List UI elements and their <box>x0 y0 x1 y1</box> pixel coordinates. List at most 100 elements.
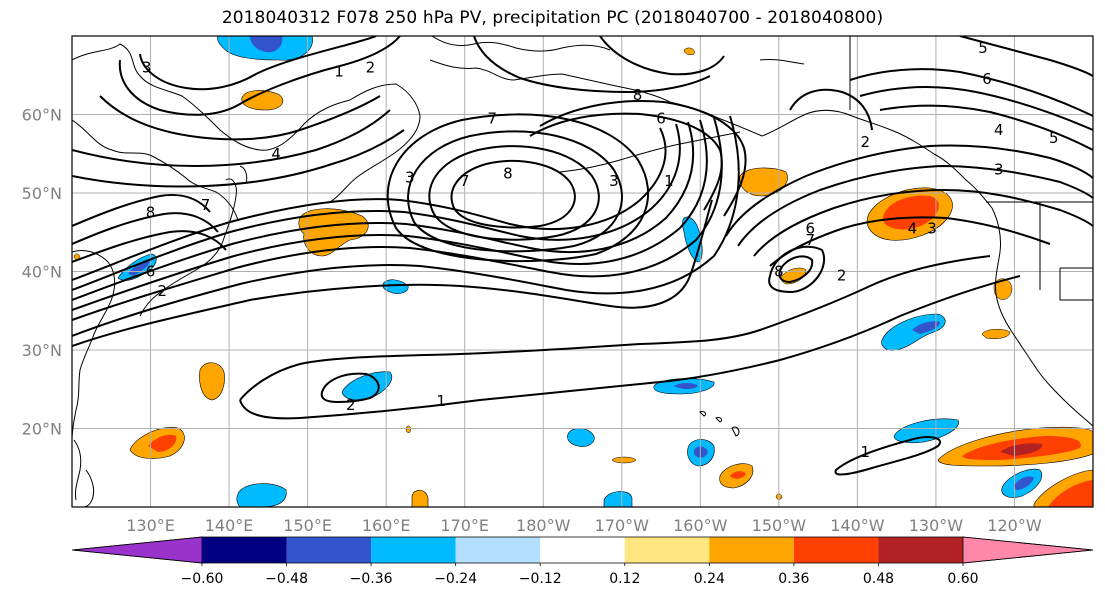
colorbar-segment <box>286 537 372 563</box>
pv-contour <box>72 109 391 168</box>
pv-contour <box>849 68 1093 117</box>
pos-precip-blob-core <box>730 471 746 479</box>
colorbar-tick-label: 0.48 <box>863 571 894 587</box>
pv-contour <box>428 145 600 241</box>
pv-contour-label: 8 <box>503 164 513 182</box>
pos-precip-blob-max <box>1000 443 1043 456</box>
lon-tick-label: 130°E <box>126 516 175 535</box>
pv-contour <box>407 130 623 253</box>
neg-precip-blob <box>341 371 392 401</box>
pv-contour-label: 3 <box>142 58 152 76</box>
pv-contour-label: 4 <box>994 121 1004 139</box>
pv-contour <box>737 164 1093 247</box>
pos-precip-blob <box>199 362 225 401</box>
coastline <box>431 36 611 52</box>
coastline <box>83 469 95 507</box>
pv-contour <box>859 86 1093 131</box>
colorbar-tick-label: −0.12 <box>519 571 562 587</box>
map-frame <box>71 35 1094 508</box>
pv-contour-label: 2 <box>158 282 168 300</box>
pv-contour-label: 7 <box>460 172 470 190</box>
pos-precip-blob <box>981 329 1011 339</box>
pv-contour <box>539 100 747 217</box>
pv-contour <box>118 36 401 116</box>
pv-contour-label: 5 <box>1049 129 1059 147</box>
colorbar-segment <box>624 537 710 563</box>
pv-contour-label: 2 <box>860 133 870 151</box>
pv-contour-label: 3 <box>994 160 1004 178</box>
pv-contour-label: 1 <box>860 443 870 461</box>
lat-tick-label: 20°N <box>22 420 62 439</box>
colorbar-tick-labels: −0.60 −0.48 −0.36 −0.24 −0.12 0.12 0.24 0.36 0.4… <box>181 563 979 587</box>
pv-contour-label: 2 <box>366 58 376 76</box>
pv-contour <box>72 119 708 311</box>
colorbar-segment <box>455 537 541 563</box>
colorbar-segment <box>371 537 456 563</box>
coastline <box>429 59 993 209</box>
pv-contour <box>139 36 377 91</box>
lat-tick-label: 50°N <box>22 184 62 203</box>
pv-contour <box>789 88 873 131</box>
colorbar-segment <box>709 537 794 563</box>
colorbar-tick-label: 0.12 <box>609 571 640 587</box>
pv-contour <box>959 36 1093 77</box>
latitude-labels: 20°N 30°N 40°N 50°N 60°N <box>22 106 62 439</box>
lon-tick-label: 150°W <box>752 516 807 535</box>
pos-precip-blob <box>611 456 637 464</box>
pv-contour-label: 8 <box>146 204 156 222</box>
pv-contour-label: 7 <box>201 196 211 214</box>
lon-tick-label: 170°W <box>595 516 650 535</box>
pos-precip-blob-core <box>148 434 177 452</box>
colorbar-tick-label: −0.24 <box>434 571 477 587</box>
lon-tick-label: 170°E <box>440 516 489 535</box>
pv-contour-label: 3 <box>927 219 937 237</box>
colorbar-tick-label: −0.48 <box>265 571 308 587</box>
lon-tick-label: 140°E <box>205 516 254 535</box>
colorbar-tick-label: −0.36 <box>350 571 393 587</box>
lon-tick-label: 150°E <box>283 516 332 535</box>
pv-contour-label: 7 <box>487 109 497 127</box>
coastline <box>73 439 82 501</box>
coastline <box>699 411 707 417</box>
pv-contour-label: 2 <box>837 266 847 284</box>
neg-precip-blob-core <box>674 383 698 389</box>
pos-precip-blob <box>411 489 429 507</box>
pv-contour <box>450 159 576 229</box>
colorbar-extend-high <box>962 536 1094 564</box>
pv-contour <box>72 117 723 321</box>
lat-tick-label: 60°N <box>22 106 62 125</box>
neg-precip-blob-core <box>250 36 283 53</box>
coastline <box>991 207 1093 427</box>
pv-contour-label: 6 <box>146 263 156 281</box>
colorbar-tick-label: −0.60 <box>181 571 224 587</box>
coastline <box>715 417 723 423</box>
colorbar <box>71 536 1094 564</box>
coastline <box>759 59 805 65</box>
pos-precip-blob <box>241 90 284 111</box>
pv-contour <box>72 212 219 245</box>
precipitation-shading <box>73 36 1093 507</box>
neg-precip-blob <box>603 491 633 507</box>
pv-contour <box>473 36 711 94</box>
neg-precip-blob-core <box>1014 476 1034 490</box>
pv-contour-label: 4 <box>271 145 281 163</box>
pv-contour <box>753 188 1093 257</box>
neg-precip-blob-core <box>912 321 940 334</box>
longitude-labels: 130°E 140°E 150°E 160°E 170°E 180°W 170°W 160°W… <box>126 516 1042 535</box>
pv-contour <box>72 230 227 263</box>
coastline <box>72 249 116 441</box>
pv-contour <box>72 194 211 227</box>
lon-tick-label: 160°W <box>673 516 728 535</box>
map-title: 2018040312 F078 250 hPa PV, precipitatio… <box>221 8 884 28</box>
pv-contour <box>320 372 380 404</box>
lon-tick-label: 130°W <box>909 516 964 535</box>
neg-precip-blob <box>382 279 409 294</box>
pv-contour <box>768 245 825 294</box>
pv-contour-label: 3 <box>405 168 415 186</box>
lon-tick-label: 120°W <box>987 516 1042 535</box>
colorbar-segment <box>540 537 625 563</box>
pv-contour-label: 3 <box>609 172 619 190</box>
neg-precip-blob <box>236 483 287 507</box>
pv-contour-label: 1 <box>664 172 674 190</box>
